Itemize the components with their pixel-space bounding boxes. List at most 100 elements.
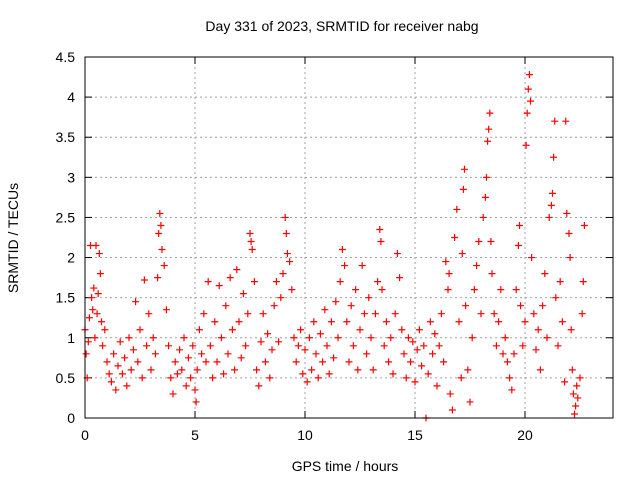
data-point: [171, 358, 179, 366]
data-point: [477, 310, 485, 318]
data-point: [312, 350, 320, 358]
data-point: [250, 278, 258, 286]
data-point: [246, 229, 254, 237]
data-point: [484, 137, 492, 145]
data-point: [105, 370, 113, 378]
data-point: [420, 342, 428, 350]
data-point: [259, 310, 267, 318]
data-point: [510, 350, 518, 358]
data-point: [562, 117, 570, 125]
data-point: [431, 330, 439, 338]
data-point: [547, 201, 555, 209]
data-point: [84, 338, 92, 346]
grid-lines: [85, 57, 613, 418]
data-point: [569, 390, 577, 398]
data-point: [134, 358, 142, 366]
data-point: [167, 374, 175, 382]
data-point: [264, 330, 272, 338]
data-point: [459, 185, 467, 193]
data-point: [521, 318, 529, 326]
data-point: [506, 374, 514, 382]
data-point: [541, 270, 549, 278]
data-point: [347, 302, 355, 310]
y-tick-label: 0: [67, 410, 75, 426]
data-point: [82, 350, 90, 358]
y-tick-label: 0.5: [56, 370, 76, 386]
data-point: [409, 338, 417, 346]
data-point: [488, 270, 496, 278]
data-point: [400, 350, 408, 358]
data-point: [528, 254, 536, 262]
data-point: [543, 334, 551, 342]
x-tick-label: 0: [81, 427, 89, 443]
data-point: [558, 318, 566, 326]
data-point: [101, 326, 109, 334]
data-point: [90, 284, 98, 292]
data-point: [487, 238, 495, 246]
data-point: [118, 370, 126, 378]
data-point: [169, 390, 177, 398]
data-point: [580, 221, 588, 229]
data-point: [143, 342, 151, 350]
data-point: [198, 350, 206, 358]
data-point: [93, 310, 101, 318]
data-point: [367, 334, 375, 342]
data-point: [495, 318, 503, 326]
data-point: [145, 310, 153, 318]
data-point: [160, 262, 168, 270]
data-point: [486, 109, 494, 117]
data-point: [365, 294, 373, 302]
data-point: [415, 326, 423, 334]
data-point: [334, 334, 342, 342]
data-point: [338, 246, 346, 254]
data-point: [519, 342, 527, 350]
data-point: [147, 366, 155, 374]
data-point: [94, 290, 102, 298]
data-point: [404, 334, 412, 342]
data-point: [112, 386, 120, 394]
data-point: [176, 346, 184, 354]
data-point: [193, 366, 201, 374]
data-point: [192, 398, 200, 406]
data-point: [539, 302, 547, 310]
data-point: [527, 97, 534, 105]
data-point: [497, 286, 505, 294]
data-point: [294, 342, 302, 350]
data-point: [226, 274, 234, 282]
data-point: [217, 334, 225, 342]
data-point: [268, 346, 276, 354]
data-point: [398, 326, 406, 334]
data-point: [508, 386, 516, 394]
data-point: [514, 242, 522, 250]
data-point: [116, 338, 124, 346]
data-point: [103, 358, 111, 366]
data-point: [140, 276, 148, 284]
y-tick-label: 2.5: [56, 209, 76, 225]
data-point: [389, 370, 397, 378]
data-point: [391, 310, 399, 318]
data-point: [503, 358, 511, 366]
data-point: [321, 306, 329, 314]
data-point: [522, 141, 530, 149]
x-tick-label: 20: [517, 427, 533, 443]
data-point: [204, 278, 212, 286]
data-point: [573, 382, 581, 390]
data-point: [475, 238, 483, 246]
data-point: [468, 334, 476, 342]
data-point: [235, 318, 243, 326]
data-point: [325, 370, 333, 378]
data-point: [462, 302, 470, 310]
data-point: [574, 394, 582, 402]
data-point: [444, 286, 452, 294]
data-point: [534, 326, 542, 334]
data-point: [244, 310, 252, 318]
data-point: [524, 85, 532, 93]
data-point: [453, 205, 461, 213]
data-point: [336, 278, 344, 286]
data-point: [123, 382, 131, 390]
data-point: [363, 350, 371, 358]
data-point: [314, 374, 322, 382]
data-point: [466, 398, 474, 406]
data-point: [149, 334, 157, 342]
